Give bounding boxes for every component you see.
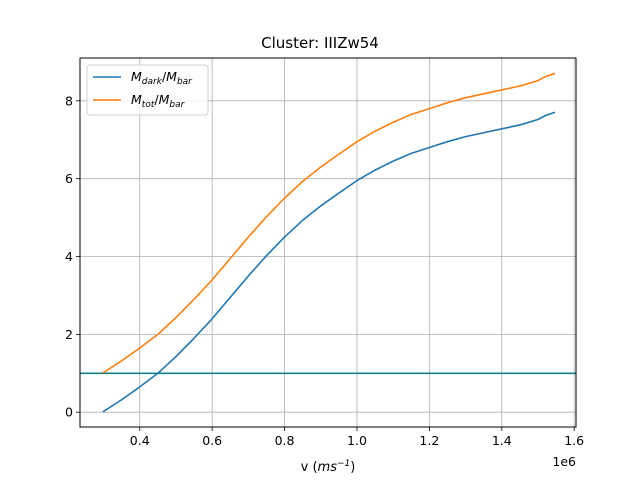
series-line-mdark-mbar	[102, 111, 556, 413]
series-line-mtot-mbar	[102, 72, 556, 374]
x-tick-label: 1.4	[492, 433, 512, 448]
x-tick-label: 1.6	[564, 433, 584, 448]
y-tick-label: 4	[65, 249, 73, 264]
grid	[80, 58, 576, 427]
x-axis-multiplier: 1e6	[552, 454, 576, 469]
x-axis-ticks: 0.4 0.6 0.8 1.0 1.2 1.4 1.6	[130, 427, 584, 448]
legend-label-mdark: Mdark/Mbar	[131, 69, 193, 87]
x-tick-label: 0.4	[130, 433, 150, 448]
x-tick-label: 0.8	[275, 433, 295, 448]
x-axis-label-suffix: )	[350, 460, 355, 475]
y-tick-label: 2	[65, 327, 73, 342]
y-axis-ticks: 0 2 4 6 8	[65, 93, 80, 420]
x-tick-label: 0.6	[202, 433, 222, 448]
x-axis-label-exponent: −1	[337, 459, 350, 469]
legend: Mdark/Mbar Mtot/Mbar	[86, 64, 209, 116]
y-tick-label: 0	[65, 405, 73, 420]
x-tick-label: 1.2	[419, 433, 439, 448]
y-tick-label: 6	[65, 171, 73, 186]
x-axis-label-unit: ms	[318, 460, 338, 475]
x-axis-label-prefix: v (	[301, 460, 318, 475]
y-tick-label: 8	[65, 93, 73, 108]
x-axis-label: v (ms−1)	[301, 459, 356, 475]
chart-title: Cluster: IIIZw54	[261, 34, 379, 52]
legend-label-mtot: Mtot/Mbar	[131, 92, 186, 110]
series-layer	[102, 72, 556, 413]
plot-frame	[79, 57, 577, 428]
x-tick-label: 1.0	[347, 433, 367, 448]
